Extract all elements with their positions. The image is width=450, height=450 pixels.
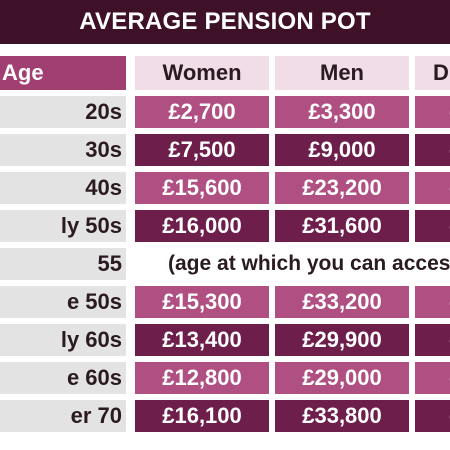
header-men: Men	[275, 56, 409, 90]
cell-difference: -	[415, 210, 450, 242]
cell-men: £33,200	[275, 286, 409, 318]
cell-difference: -	[415, 324, 450, 356]
table-row-age: ly 50s	[0, 210, 126, 242]
cell-men: £9,000	[275, 134, 409, 166]
cell-women: £15,300	[135, 286, 269, 318]
cell-women: £13,400	[135, 324, 269, 356]
table-row-age: 20s	[0, 96, 126, 128]
table-row-age: 40s	[0, 172, 126, 204]
cell-men: £3,300	[275, 96, 409, 128]
cell-men: £29,000	[275, 362, 409, 394]
table-row-age: 30s	[0, 134, 126, 166]
access-age-note: (age at which you can access p	[168, 252, 450, 275]
cell-difference: -	[415, 96, 450, 128]
table-row-age: ly 60s	[0, 324, 126, 356]
table-row-age: er 70	[0, 400, 126, 432]
cell-women: £16,100	[135, 400, 269, 432]
cell-difference: -	[415, 134, 450, 166]
table-title: AVERAGE PENSION POT	[0, 0, 450, 44]
cell-difference: -	[415, 172, 450, 204]
cell-women: £2,700	[135, 96, 269, 128]
cell-women: £12,800	[135, 362, 269, 394]
header-age: Age	[0, 56, 126, 90]
cell-difference: -	[415, 286, 450, 318]
cell-men: £31,600	[275, 210, 409, 242]
cell-difference: -	[415, 400, 450, 432]
cell-difference: -	[415, 362, 450, 394]
cell-men: £33,800	[275, 400, 409, 432]
table-row-age: e 50s	[0, 286, 126, 318]
cell-men: £23,200	[275, 172, 409, 204]
cell-women: £7,500	[135, 134, 269, 166]
cell-men: £29,900	[275, 324, 409, 356]
table-row-age: e 60s	[0, 362, 126, 394]
table-row-age: 55	[0, 248, 126, 280]
cell-women: £15,600	[135, 172, 269, 204]
header-difference: Di	[415, 56, 450, 90]
pension-table: Age Women Men Di 20s £2,700 £3,300 - 30s…	[0, 56, 450, 446]
header-women: Women	[135, 56, 269, 90]
cell-women: £16,000	[135, 210, 269, 242]
